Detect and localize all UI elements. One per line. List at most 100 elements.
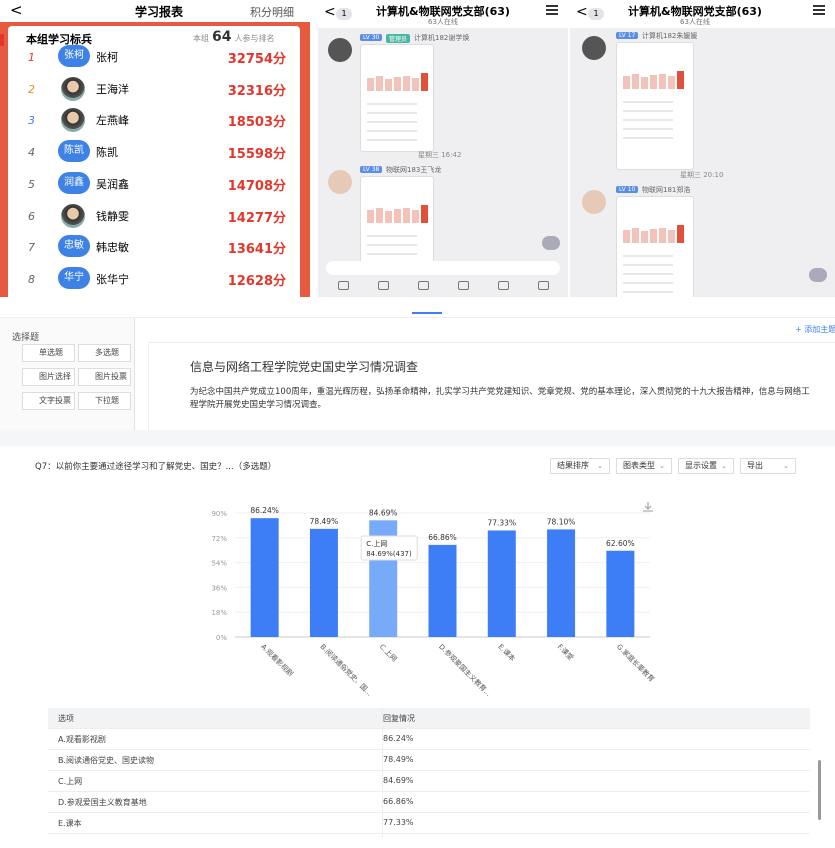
value-label: 62.60% [606, 539, 635, 548]
bar [606, 550, 635, 637]
y-tick-label: 72% [211, 535, 227, 543]
member-name: 钱静雯 [96, 209, 129, 223]
rank-suffix: 人参与排名 [234, 34, 275, 43]
thumb-bar [412, 209, 419, 223]
add-topic-link[interactable]: + 添加主题标 [795, 325, 835, 334]
avatar [61, 203, 85, 228]
question-type-button[interactable]: 多选题 [78, 344, 131, 362]
divider [0, 317, 835, 318]
toolbar-icon[interactable] [418, 281, 429, 290]
thumb-line [623, 282, 673, 284]
toolbar-icon[interactable] [538, 281, 549, 290]
thumb-bar [677, 71, 684, 89]
thumb-bar [385, 78, 392, 91]
menu-line [813, 9, 825, 11]
thumb-line [367, 139, 417, 141]
thumb-bar [632, 73, 639, 89]
thumb-bar [385, 210, 392, 223]
avatar [328, 170, 352, 194]
shared-image [616, 196, 694, 297]
table-cell: 77.33% [383, 818, 414, 827]
scroll-down[interactable] [542, 236, 560, 250]
accent [0, 34, 4, 46]
y-tick-label: 0% [216, 634, 227, 642]
score: 32316分 [227, 83, 286, 99]
header-cell: 选项 [58, 714, 74, 723]
unread-badge: 1 [336, 8, 352, 20]
avatar: 陈凯 [58, 140, 90, 163]
thumb-bar [623, 229, 630, 243]
thumb-bar [376, 75, 383, 91]
toolbar-icon[interactable] [498, 281, 509, 290]
bar [428, 544, 457, 637]
level-badge: LV 10 [616, 186, 639, 193]
avatar: 忠敏 [58, 235, 90, 258]
dropdown[interactable]: 显示设置 ⌄ [678, 458, 734, 474]
question-type-button[interactable]: 文字投票 [22, 392, 75, 410]
back-button[interactable]: < [10, 1, 23, 19]
shared-image [360, 176, 434, 273]
x-tick-label: E.课本 [496, 642, 517, 663]
thumb-bar [412, 77, 419, 91]
chat-header [570, 0, 835, 28]
table-cell: 66.86% [383, 797, 414, 806]
thumb-bar [421, 73, 428, 91]
rank-card: 本组学习标兵 本组 64 人参与排名 1 张柯 张柯 32754分 2 王海洋 32316分 3 左燕峰… [0, 26, 300, 297]
more-menu[interactable] [546, 5, 558, 15]
rank-number: 8 [28, 272, 35, 286]
rank-number: 2 [28, 82, 35, 96]
thumb-line [623, 137, 673, 139]
avatar: 润鑫 [58, 171, 90, 194]
section-label: 选择题 [12, 333, 40, 343]
chat-header [318, 0, 568, 28]
input-box[interactable] [326, 261, 560, 275]
y-tick-label: 54% [211, 560, 227, 568]
tooltip [360, 535, 418, 561]
thumb-bar [641, 76, 648, 89]
download-icon[interactable] [643, 502, 653, 512]
value-label: 66.86% [428, 533, 457, 542]
question-type-button[interactable]: 单选题 [22, 344, 75, 362]
rank-number: 1 [28, 51, 35, 64]
table-cell: E.课本 [58, 819, 82, 828]
table-cell: D.参观爱国主义教育基地 [58, 798, 147, 807]
thumb-line [367, 253, 417, 255]
thumb-bar [367, 209, 374, 223]
back-button[interactable]: < [576, 4, 588, 20]
value-label: 78.49% [310, 517, 339, 526]
survey-description: 为纪念中国共产党成立100周年，重温光辉历程，弘扬革命精神，扎实学习共产党党建知… [190, 387, 810, 410]
toolbar-icon[interactable] [338, 281, 349, 290]
question-type-button[interactable]: 下拉题 [78, 392, 131, 410]
thumb-bar [650, 228, 657, 243]
value-label: 78.10% [547, 517, 576, 526]
chat-window: <1 计算机&物联网党支部(63) 63人在线 LV 30 管理员 计算机182谢学焕 星期… [318, 0, 568, 297]
toolbar-icon[interactable] [378, 281, 389, 290]
toolbar-icon[interactable] [458, 281, 469, 290]
tooltip-title: C.上网 [366, 539, 387, 548]
x-tick-label: A.观看影视剧 [259, 642, 295, 678]
bar-chart: 0% 18% 36% 54% 72% 90% 86.24% A.观看影视剧 78.49% B.阅读… [211, 502, 656, 698]
thumb-bar [403, 207, 410, 223]
thumb-line [367, 121, 417, 123]
x-tick-label: G.家庭长辈教育 [615, 642, 656, 683]
dropdown[interactable]: 导出 ⌄ [740, 458, 796, 474]
question-type-button[interactable]: 图片投票 [78, 368, 131, 386]
thumb-bar [650, 74, 657, 89]
more-menu[interactable] [813, 5, 825, 15]
thumb-line [367, 235, 417, 237]
dropdown[interactable]: 结果排序 ⌄ [550, 458, 610, 474]
back-button[interactable]: < [324, 4, 336, 20]
score: 14708分 [227, 178, 286, 194]
online-count: 63人在线 [428, 18, 458, 26]
avatar [61, 76, 85, 101]
member-name: 陈凯 [96, 146, 118, 160]
points-link[interactable]: 积分明细 [250, 6, 294, 19]
dropdown[interactable]: 图表类型 ⌄ [616, 458, 672, 474]
scroll-down[interactable] [809, 268, 827, 282]
question-type-button[interactable]: 图片选择 [22, 368, 75, 386]
table-cell: 84.69% [383, 776, 414, 785]
unread-badge: 1 [588, 8, 604, 20]
page-title: 学习报表 [135, 5, 184, 19]
role-badge: 管理员 [386, 34, 411, 43]
